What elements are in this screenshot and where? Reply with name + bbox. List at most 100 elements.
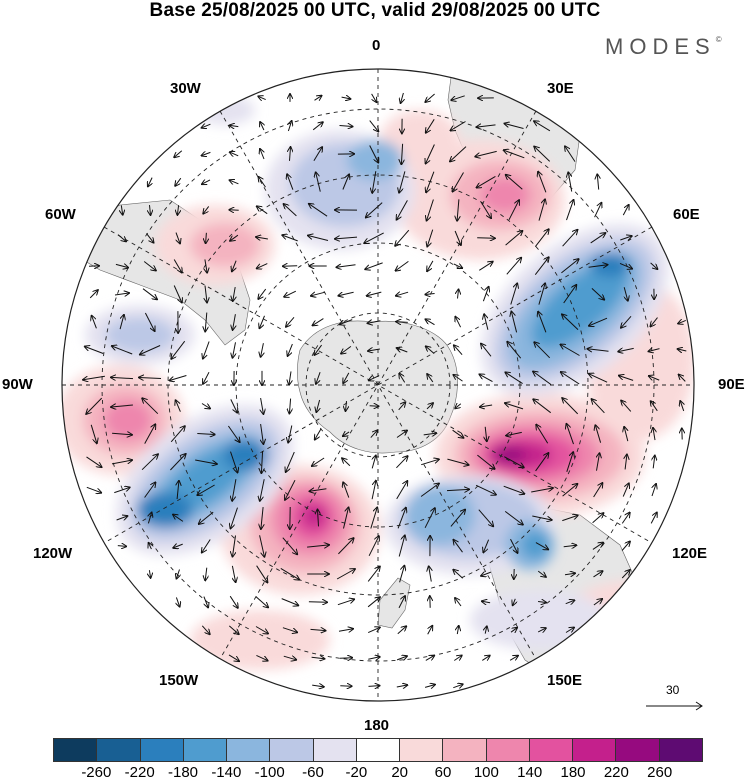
- wind-vector: [538, 283, 545, 305]
- wind-vector: [510, 538, 518, 553]
- wind-vector: [342, 175, 349, 190]
- wind-vector: [453, 172, 464, 192]
- wind-vector: [561, 259, 578, 274]
- wind-vector: [230, 451, 238, 473]
- wind-vector: [90, 424, 97, 443]
- wind-vector: [506, 432, 522, 435]
- wind-vector: [230, 152, 239, 156]
- wind-vector: [510, 628, 517, 632]
- wind-vector: [397, 348, 408, 352]
- wind-vector: [233, 287, 235, 301]
- wind-vector: [562, 484, 578, 497]
- wind-vector: [114, 487, 129, 494]
- wind-vector: [311, 292, 326, 296]
- wind-vector: [426, 119, 435, 132]
- wind-vector: [621, 401, 632, 412]
- wind-vector: [455, 404, 462, 409]
- wind-vector: [649, 376, 660, 381]
- wind-vector: [650, 262, 658, 269]
- wind-vector: [176, 597, 179, 606]
- wind-vector: [288, 121, 291, 132]
- wind-vector: [508, 200, 519, 221]
- wind-vector: [457, 199, 459, 220]
- wind-vector: [563, 285, 577, 304]
- colorbar-tick-label: -20: [345, 764, 368, 781]
- wind-vector: [369, 120, 379, 132]
- wind-vector: [537, 570, 546, 577]
- wind-vector: [396, 431, 407, 438]
- lon-label-30e: 30E: [547, 80, 574, 97]
- wind-vector: [176, 232, 180, 244]
- wind-vector: [653, 456, 655, 469]
- wind-vector: [338, 538, 353, 555]
- wind-vector: [202, 152, 211, 155]
- wind-vector: [176, 400, 181, 412]
- wind-vector: [421, 459, 439, 466]
- wind-vector: [426, 319, 435, 326]
- wind-vector: [534, 342, 551, 359]
- wind-vector: [477, 238, 495, 239]
- wind-vector: [425, 294, 435, 295]
- wind-vector: [230, 234, 239, 241]
- colorbar-tick-label: 20: [391, 764, 408, 781]
- wind-vector: [203, 596, 208, 608]
- wind-vector: [177, 569, 180, 579]
- wind-vector: [458, 290, 459, 299]
- wind-vector: [286, 316, 295, 326]
- wind-vector: [255, 596, 268, 608]
- wind-vector: [622, 483, 629, 497]
- colorbar-segment: [400, 739, 444, 761]
- wind-vector: [511, 312, 518, 333]
- colorbar-segment: [616, 739, 660, 761]
- wind-vector: [401, 143, 402, 164]
- wind-vectors: [83, 92, 687, 688]
- wind-vector: [624, 427, 628, 442]
- wind-vector: [342, 458, 351, 467]
- wind-vector: [399, 374, 406, 383]
- lon-label-60e: 60E: [673, 206, 700, 223]
- wind-vector: [593, 599, 602, 606]
- wind-vector: [201, 625, 209, 634]
- wind-vector: [205, 285, 207, 303]
- wind-vector: [651, 484, 656, 497]
- colorbar-tick-label: -260: [81, 764, 112, 781]
- wind-vector: [313, 147, 322, 162]
- wind-vector: [592, 543, 603, 550]
- colorbar-segment: [270, 739, 314, 761]
- wind-vector: [678, 320, 686, 323]
- wind-vector: [92, 316, 97, 329]
- wind-vector: [368, 536, 379, 557]
- wind-vector: [339, 658, 352, 659]
- wind-vector: [257, 263, 268, 269]
- reference-vector-label: 30: [666, 683, 680, 697]
- wind-vector: [89, 290, 98, 299]
- wind-vector: [397, 200, 408, 219]
- wind-vector: [281, 598, 299, 606]
- wind-vector: [427, 374, 434, 383]
- wind-vector: [625, 455, 627, 470]
- wind-vector: [538, 312, 547, 333]
- wind-vector: [367, 291, 382, 296]
- wind-vector: [203, 341, 210, 359]
- wind-vector: [150, 205, 151, 215]
- wind-vector: [140, 345, 161, 355]
- wind-vector: [454, 375, 463, 382]
- wind-vector: [232, 479, 237, 501]
- wind-vector: [396, 322, 408, 323]
- wind-vector: [258, 288, 267, 299]
- lon-label-90w: 90W: [2, 376, 33, 393]
- wind-vector: [86, 486, 101, 492]
- wind-vector: [397, 508, 406, 529]
- wind-vector: [315, 428, 322, 440]
- wind-vector: [621, 315, 632, 327]
- wind-vector: [173, 544, 183, 548]
- wind-vector: [649, 349, 660, 352]
- wind-vector: [173, 259, 182, 273]
- wind-vector: [314, 96, 322, 101]
- wind-vector: [261, 343, 264, 357]
- wind-vector: [505, 124, 524, 129]
- wind-vector: [231, 507, 238, 529]
- wind-vector: [567, 424, 574, 445]
- wind-vector: [228, 654, 239, 661]
- brand-mark: ©: [715, 34, 722, 44]
